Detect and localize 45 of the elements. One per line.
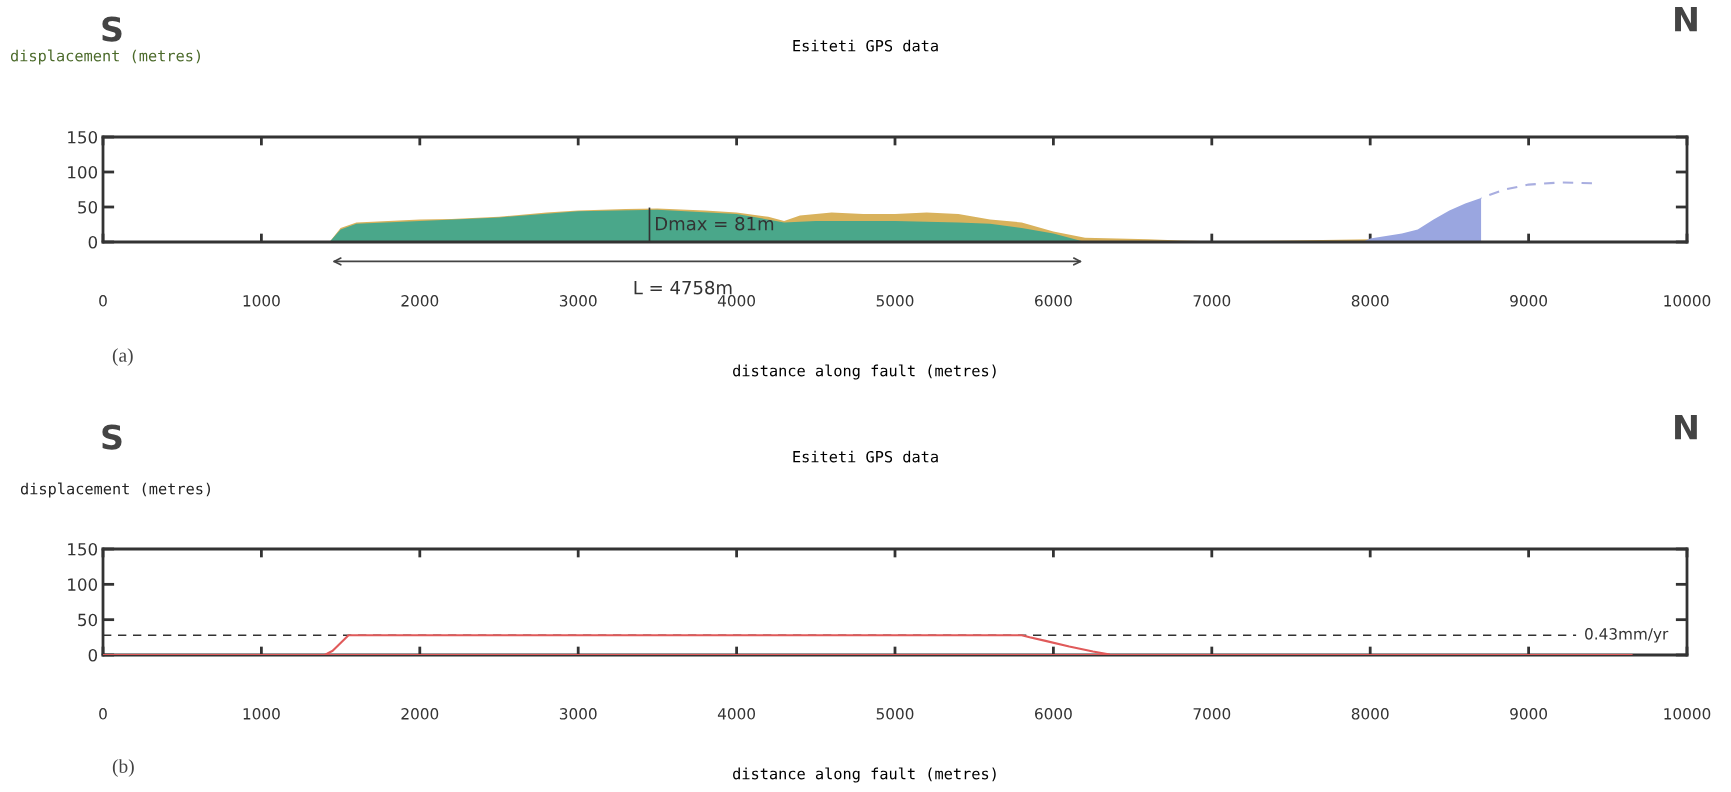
x-tick-label: 4000 (717, 295, 756, 307)
text: N (1675, 6, 1697, 32)
x-tick-label: 10000 (1664, 295, 1711, 307)
text: (b) (112, 759, 134, 777)
x-tick-label: 10000 (1664, 708, 1711, 720)
x-axis-title: distance along fault (metres) (733, 767, 996, 783)
y-tick-label: 0 (88, 648, 98, 662)
x-axis-title: distance along fault (metres) (733, 364, 996, 380)
x-tick-label: 0 (99, 295, 107, 307)
x-tick-label: 8000 (1351, 295, 1389, 307)
x-tick-label: 7000 (1193, 708, 1231, 720)
chart-title: Esiteti GPS data (793, 450, 938, 463)
y-tick-label: 150 (68, 130, 98, 144)
x-tick-label: 6000 (1035, 708, 1072, 720)
ref-line-label: 0.43mm/yr (1585, 628, 1669, 643)
x-tick-label: 3000 (559, 295, 597, 307)
x-tick-label: 1000 (243, 708, 280, 720)
y-tick-label: 150 (68, 542, 98, 556)
x-tick-label: 1000 (243, 295, 280, 307)
x-tick-label: 2000 (401, 708, 439, 720)
text: S (102, 16, 122, 42)
y-tick-label: 50 (78, 613, 98, 627)
x-tick-label: 9000 (1510, 708, 1548, 720)
annotation: Dmax = 81m (656, 216, 774, 231)
y-tick-label: 100 (68, 578, 98, 591)
chart-title: Esiteti GPS data (793, 39, 938, 52)
x-tick-label: 9000 (1510, 295, 1548, 307)
x-tick-label: 3000 (559, 708, 597, 720)
y-axis-title: displacement (metres) (10, 49, 200, 65)
annotation: L = 4758m (634, 280, 732, 295)
x-tick-label: 2000 (401, 295, 439, 307)
x-tick-label: 8000 (1351, 708, 1389, 720)
text: N (1675, 414, 1697, 440)
x-tick-label: 0 (99, 708, 107, 720)
x-tick-label: 7000 (1193, 295, 1231, 307)
x-tick-label: 6000 (1035, 295, 1072, 307)
text: S (102, 424, 122, 450)
x-tick-label: 4000 (717, 708, 756, 720)
text: (a) (112, 348, 133, 366)
y-tick-label: 0 (88, 235, 98, 249)
x-tick-label: 5000 (876, 708, 914, 720)
y-tick-label: 50 (78, 200, 98, 214)
x-tick-label: 5000 (876, 295, 914, 307)
y-axis-title: displacement (metres) (20, 482, 210, 498)
y-tick-label: 100 (68, 165, 98, 179)
